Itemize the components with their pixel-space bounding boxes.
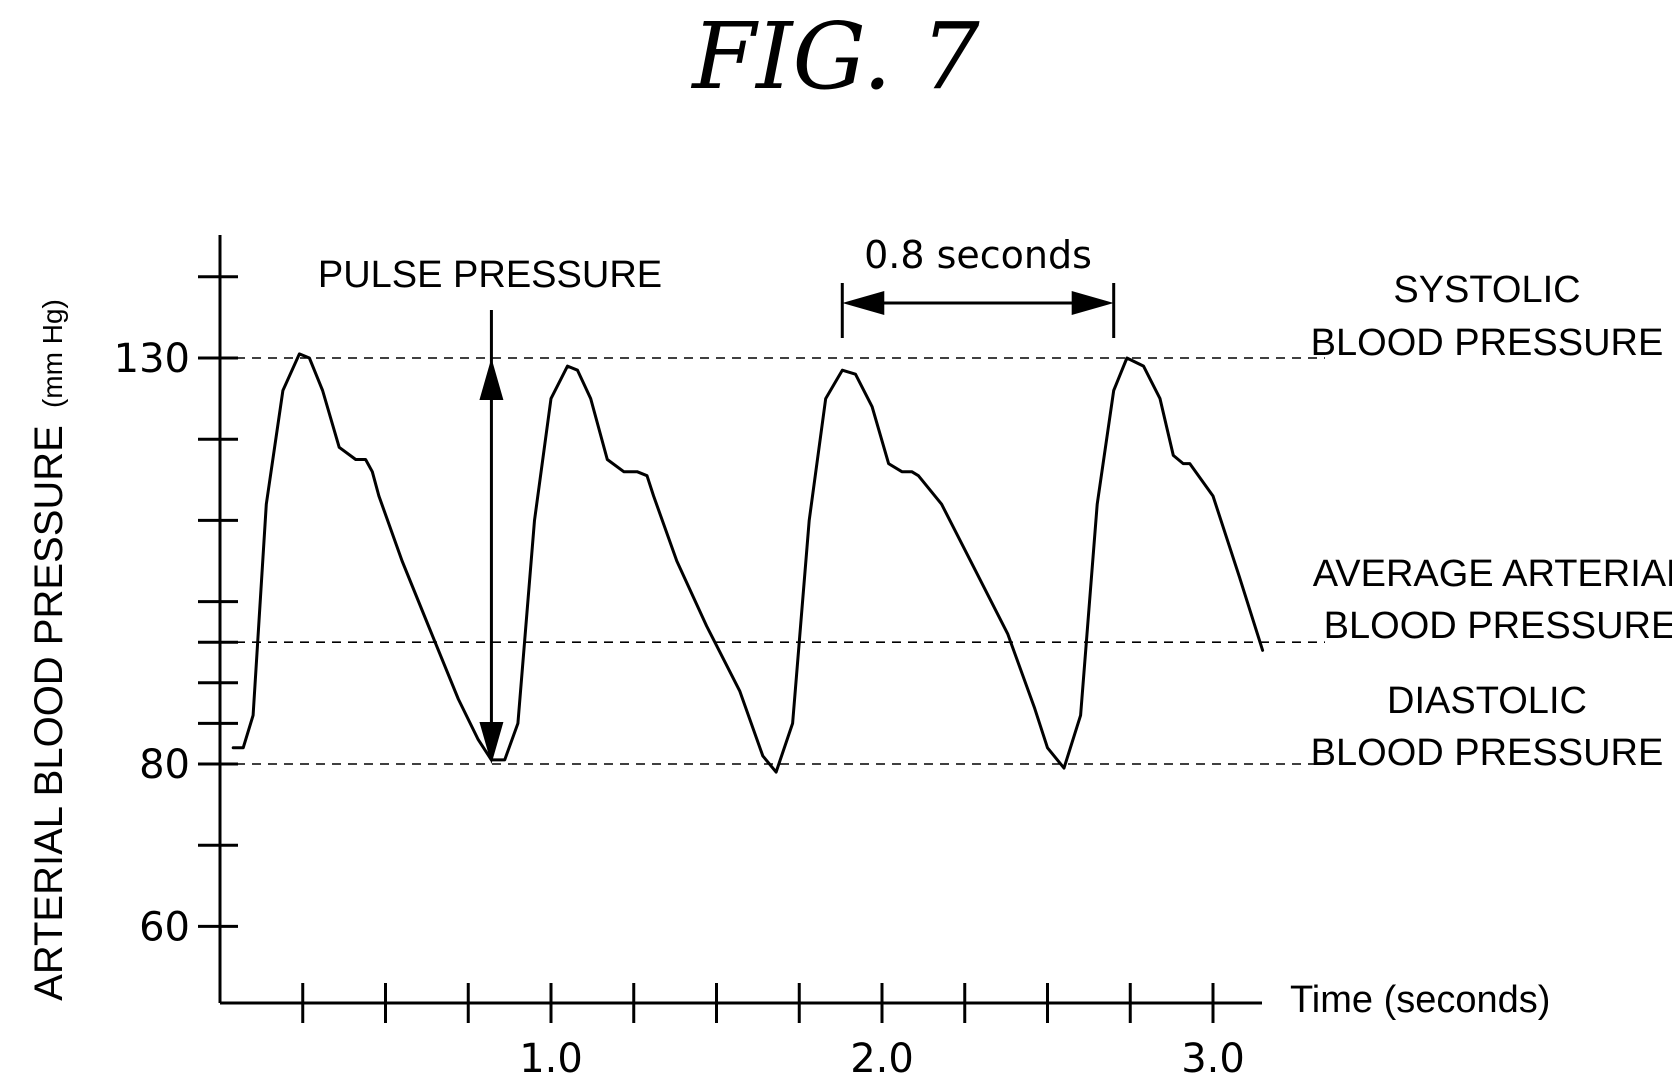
pulse-pressure-arrowhead-down xyxy=(479,722,504,764)
y-axis-label: ARTERIAL BLOOD PRESSURE xyxy=(27,425,71,1001)
y-axis-unit: (mm Hg) xyxy=(37,299,68,408)
reference-line-label: AVERAGE ARTERIAL xyxy=(1313,553,1672,595)
figure-title: FIG. 7 xyxy=(690,3,980,110)
pulse-pressure-label: PULSE PRESSURE xyxy=(318,254,662,296)
y-axis-title: ARTERIAL BLOOD PRESSURE (mm Hg) xyxy=(27,299,71,1001)
reference-line-label: BLOOD PRESSURE xyxy=(1311,732,1664,774)
reference-line-label: BLOOD PRESSURE xyxy=(1311,322,1664,364)
period-annotation: 0.8 seconds xyxy=(840,233,1116,338)
x-ticks: 1.0 2.0 3.0 xyxy=(301,983,1245,1082)
pulse-pressure-annotation: PULSE PRESSURE xyxy=(318,254,662,764)
reference-lines: SYSTOLIC BLOOD PRESSURE AVERAGE ARTERIAL BL… xyxy=(220,269,1672,774)
period-label: 0.8 seconds xyxy=(864,233,1092,277)
svg-text:ARTERIAL BLOOD PRESSURE: ARTERIAL BLOOD PRESSURE (mm Hg) xyxy=(27,299,71,1001)
y-ticks: 130 80 60 xyxy=(114,275,238,950)
x-axis-label: Time (seconds) xyxy=(1290,979,1550,1021)
period-arrowhead-left xyxy=(842,291,885,315)
pressure-waveform xyxy=(231,352,1265,774)
y-tick-label: 130 xyxy=(114,336,190,382)
pulse-pressure-arrowhead-up xyxy=(479,358,504,400)
reference-line-label: DIASTOLIC xyxy=(1387,680,1587,722)
x-tick-label: 2.0 xyxy=(850,1036,914,1082)
period-arrowhead-right xyxy=(1071,291,1114,315)
y-tick-label: 80 xyxy=(139,742,190,788)
x-tick-label: 3.0 xyxy=(1181,1036,1245,1082)
reference-line-label: BLOOD PRESSURE xyxy=(1324,605,1672,647)
y-tick-label: 60 xyxy=(139,904,190,950)
reference-line-label: SYSTOLIC xyxy=(1393,269,1580,311)
x-tick-label: 1.0 xyxy=(519,1036,583,1082)
